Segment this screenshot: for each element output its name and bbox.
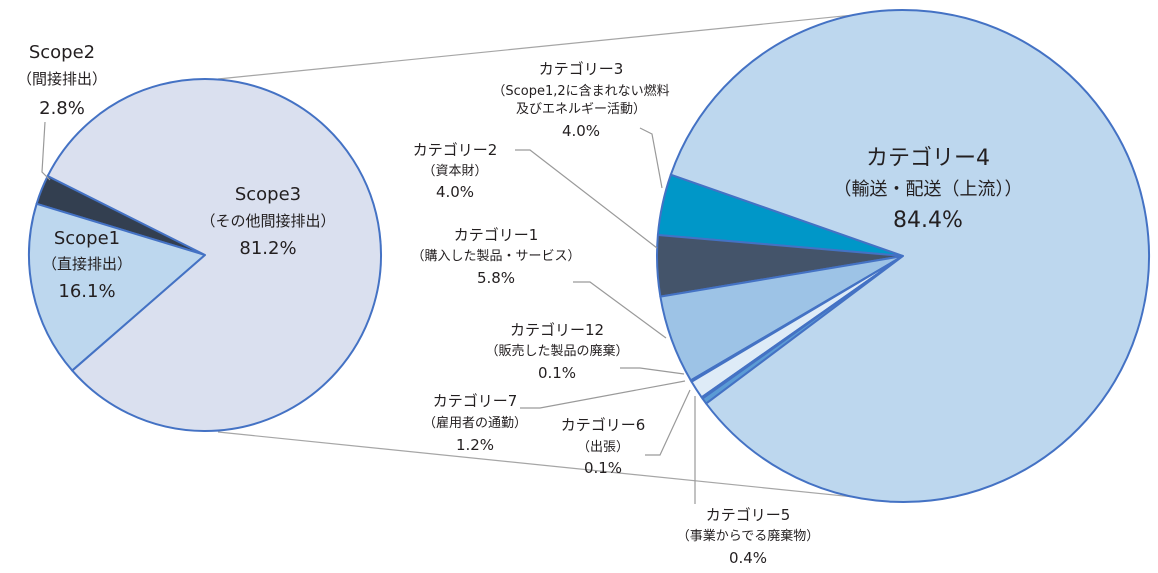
label-category4: カテゴリー4 （輸送・配送（上流）） 84.4% xyxy=(834,146,1023,233)
scope-pie xyxy=(28,78,382,432)
scope3-sub: （その他間接排出） xyxy=(200,212,335,230)
connector-bottom xyxy=(217,431,904,503)
category7-sub: （雇用者の通勤） xyxy=(423,415,527,431)
label-category2: カテゴリー2 （資本財） 4.0% xyxy=(413,141,498,201)
scope3-category-pie xyxy=(656,9,1150,503)
label-category5: カテゴリー5 （事業からでる廃棄物） 0.4% xyxy=(677,506,820,567)
connector-lines xyxy=(217,9,904,503)
category2-name: カテゴリー2 xyxy=(413,141,498,159)
category12-sub: （販売した製品の廃棄） xyxy=(485,343,628,359)
category7-name: カテゴリー7 xyxy=(433,392,518,410)
category5-name: カテゴリー5 xyxy=(706,506,791,524)
category3-sub: （Scope1,2に含まれない燃料 xyxy=(492,83,669,99)
leader-category7 xyxy=(520,380,686,409)
category6-value: 0.1% xyxy=(584,459,622,477)
scope1-name: Scope1 xyxy=(54,228,120,249)
scope1-sub: （直接排出） xyxy=(42,255,132,273)
label-category12: カテゴリー12 （販売した製品の廃棄） 0.1% xyxy=(485,321,628,382)
category12-value: 0.1% xyxy=(538,364,576,382)
category4-sub: （輸送・配送（上流）） xyxy=(834,179,1023,200)
scope1-value: 16.1% xyxy=(58,281,115,302)
slice-category4 xyxy=(669,9,1150,503)
label-scope3: Scope3 （その他間接排出） 81.2% xyxy=(200,184,335,259)
category7-value: 1.2% xyxy=(456,436,494,454)
category4-name: カテゴリー4 xyxy=(866,146,990,171)
category1-sub: （購入した製品・サービス） xyxy=(411,249,580,264)
category1-name: カテゴリー1 xyxy=(454,226,539,244)
category5-sub: （事業からでる廃棄物） xyxy=(677,528,820,544)
leader-category6 xyxy=(645,389,691,456)
category2-value: 4.0% xyxy=(436,183,474,201)
category6-name: カテゴリー6 xyxy=(561,416,646,434)
category2-sub: （資本財） xyxy=(422,164,487,179)
connector-top xyxy=(217,9,904,80)
label-category6: カテゴリー6 （出張） 0.1% xyxy=(561,416,646,477)
category5-value: 0.4% xyxy=(729,549,767,567)
category6-sub: （出張） xyxy=(577,440,629,455)
category3-sub2: 及びエネルギー活動） xyxy=(516,102,646,117)
label-scope2: Scope2 （間接排出） 2.8% xyxy=(17,42,107,119)
label-category7: カテゴリー7 （雇用者の通勤） 1.2% xyxy=(423,392,527,454)
leader-category2 xyxy=(515,149,658,249)
category3-name: カテゴリー3 xyxy=(539,60,624,78)
leader-category3 xyxy=(639,127,663,189)
scope2-value: 2.8% xyxy=(39,98,85,119)
leader-lines xyxy=(41,121,696,504)
scope2-sub: （間接排出） xyxy=(17,70,107,88)
category4-value: 84.4% xyxy=(893,208,963,233)
leader-category1 xyxy=(573,281,667,339)
scope3-value: 81.2% xyxy=(239,238,296,259)
category1-value: 5.8% xyxy=(477,269,515,287)
leader-category12 xyxy=(620,367,685,375)
category12-name: カテゴリー12 xyxy=(510,321,604,339)
label-scope1: Scope1 （直接排出） 16.1% xyxy=(42,228,132,302)
leader-scope2 xyxy=(41,121,51,181)
scope3-name: Scope3 xyxy=(235,184,301,205)
slice-scope3 xyxy=(46,78,382,432)
category3-value: 4.0% xyxy=(562,122,600,140)
scope2-name: Scope2 xyxy=(29,42,95,63)
label-category3: カテゴリー3 （Scope1,2に含まれない燃料 及びエネルギー活動） 4.0% xyxy=(492,60,669,140)
label-category1: カテゴリー1 （購入した製品・サービス） 5.8% xyxy=(411,226,580,287)
slice-scope1 xyxy=(28,202,206,372)
